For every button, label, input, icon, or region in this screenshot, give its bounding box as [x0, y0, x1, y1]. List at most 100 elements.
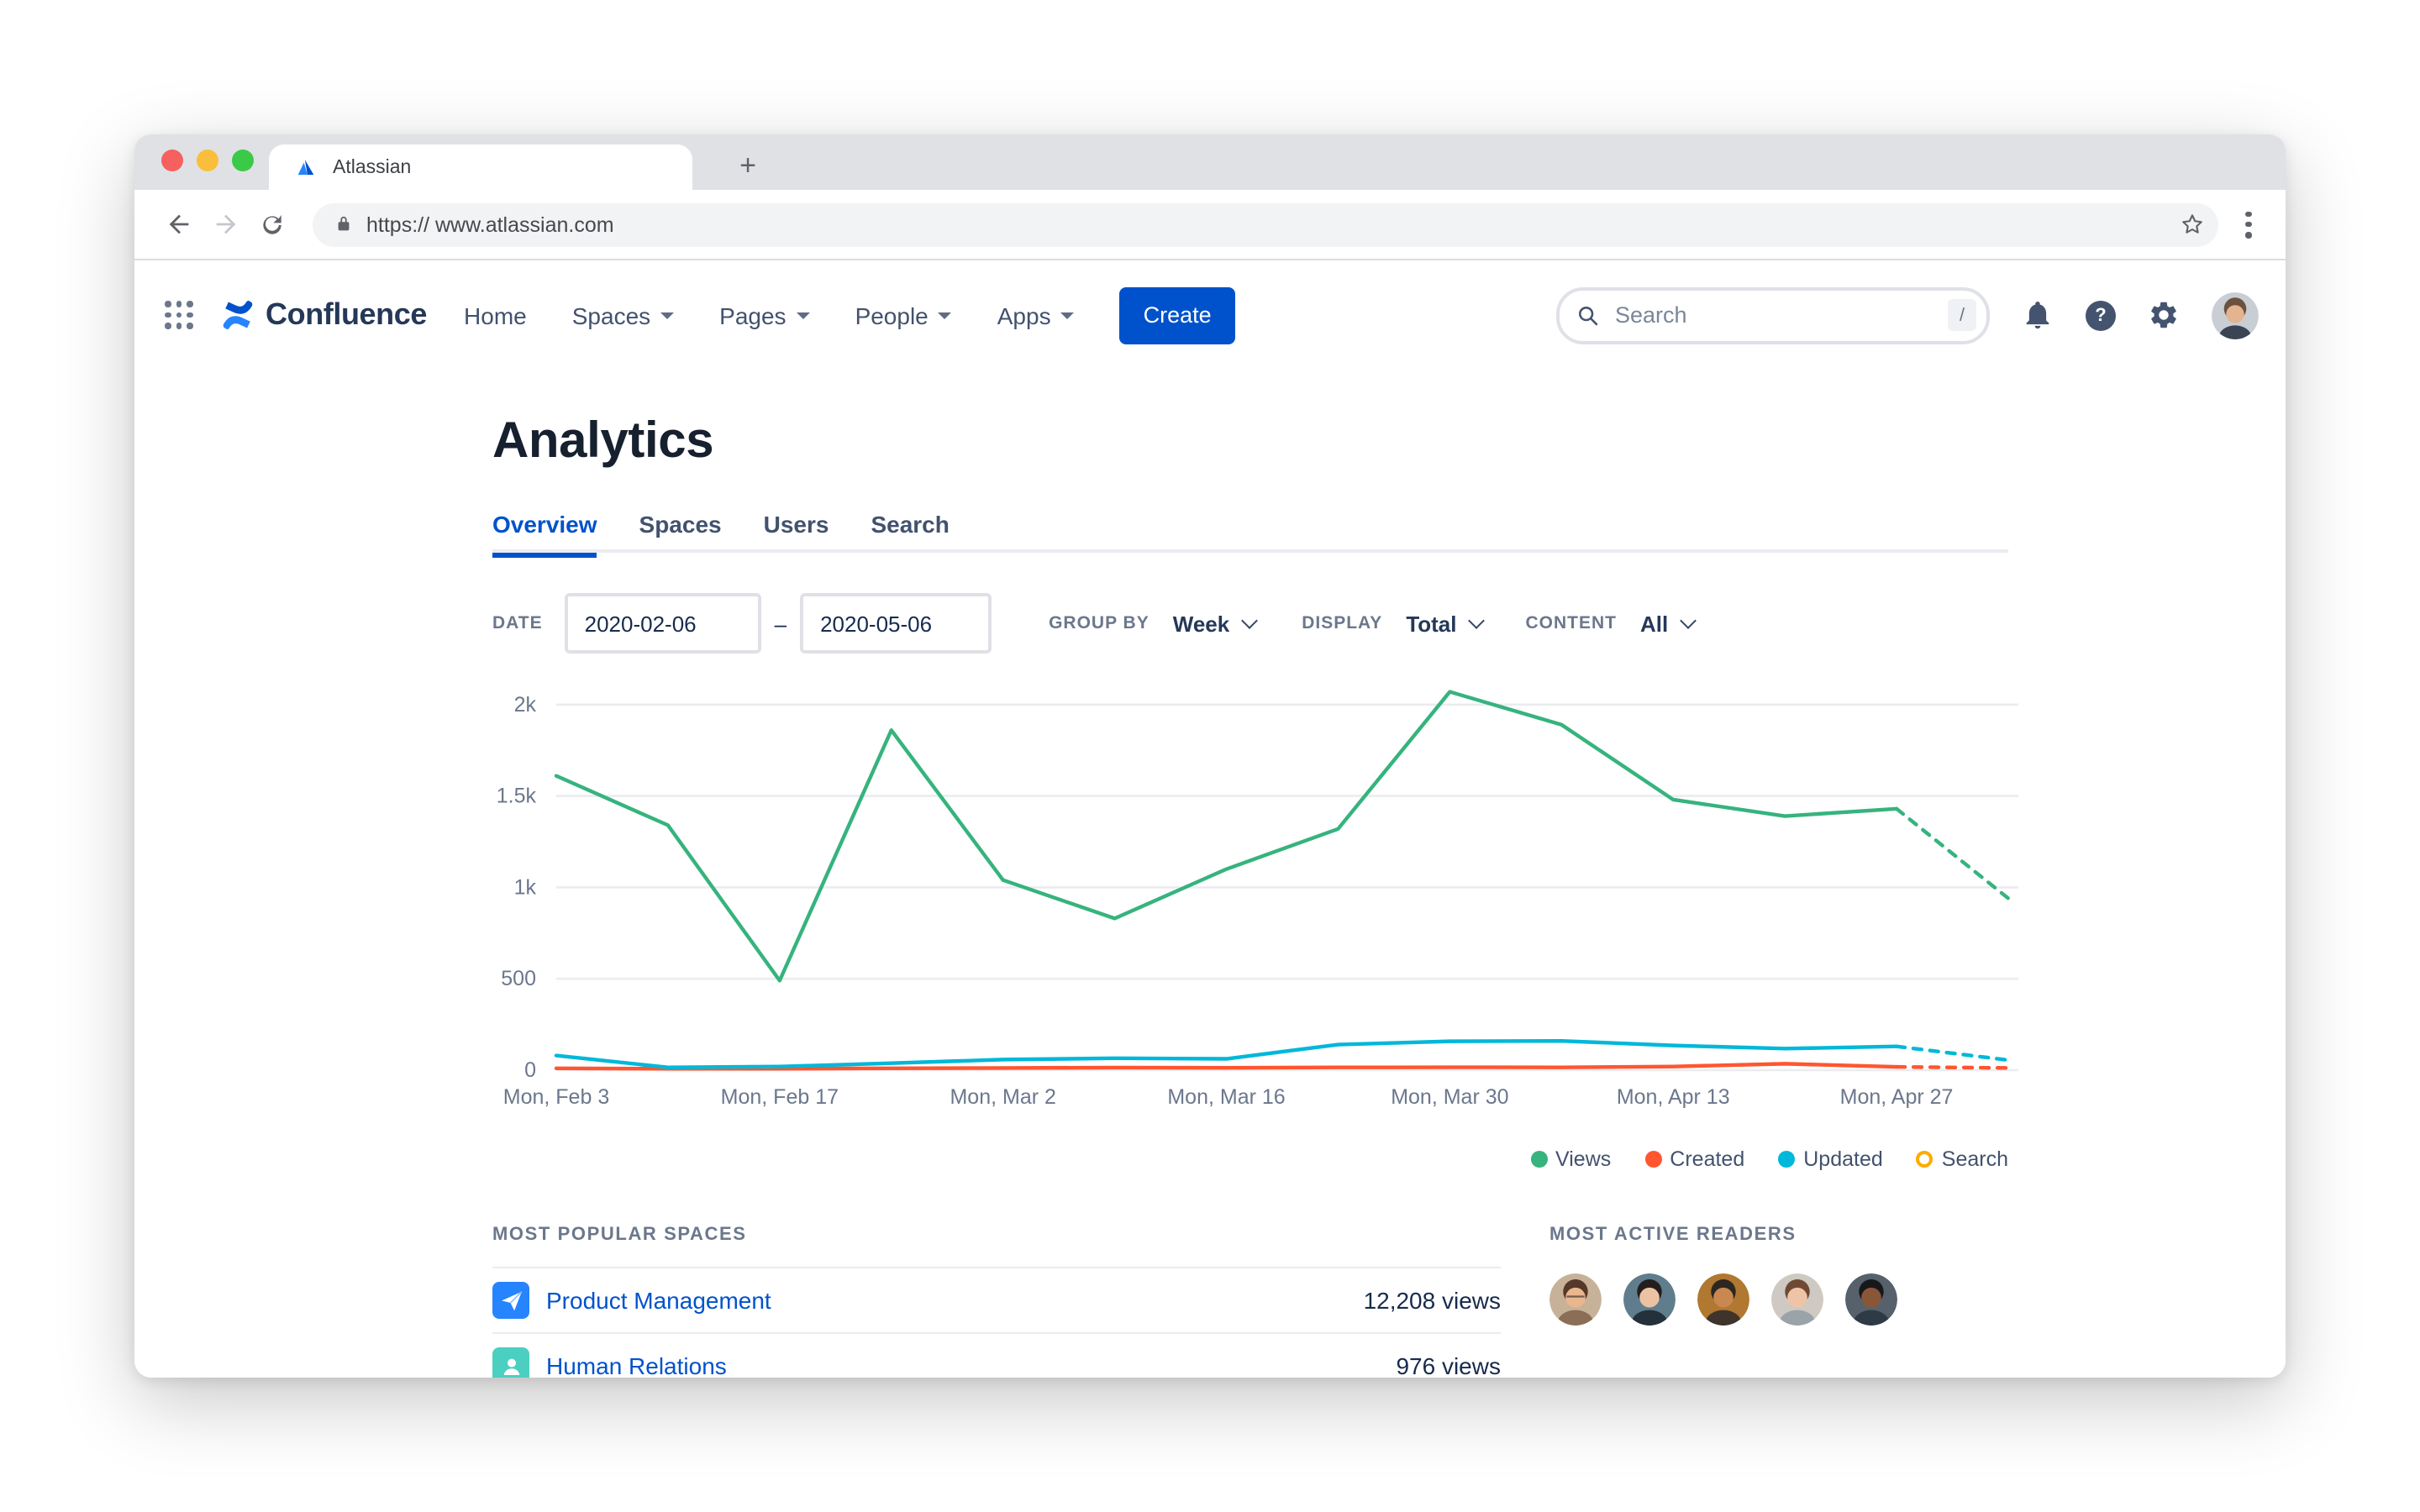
svg-text:Mon, Mar 30: Mon, Mar 30 [1391, 1085, 1508, 1109]
series-views [554, 690, 1899, 983]
back-button[interactable] [155, 201, 202, 248]
help-icon[interactable]: ? [2086, 300, 2116, 330]
space-link[interactable]: Human Relations [546, 1352, 727, 1378]
url-text: https:// www.atlassian.com [366, 213, 614, 236]
minimize-window-button[interactable] [197, 150, 218, 171]
search-icon [1579, 306, 1598, 325]
svg-text:2k: 2k [514, 693, 537, 717]
browser-tab-atlassian[interactable]: Atlassian [269, 144, 692, 190]
nav-item-apps[interactable]: Apps [997, 302, 1075, 328]
tab-search[interactable]: Search [871, 511, 950, 538]
date-from-input[interactable] [564, 593, 761, 654]
bookmark-star-icon[interactable] [2180, 212, 2205, 237]
reload-button[interactable] [249, 201, 296, 248]
date-to-input[interactable] [800, 593, 992, 654]
popular-spaces-list: Product Management 12,208 views Human Rela… [492, 1267, 1501, 1378]
group-by-dropdown[interactable]: Week [1172, 611, 1258, 636]
user-avatar[interactable] [2212, 291, 2259, 339]
search-input[interactable] [1612, 301, 1936, 329]
confluence-logo[interactable]: Confluence [218, 296, 427, 334]
nav-item-people[interactable]: People [855, 302, 952, 328]
reader-avatar-3[interactable] [1697, 1273, 1749, 1326]
series-updated-forecast-dashed [1894, 1044, 2011, 1063]
tabs-divider [492, 549, 2008, 553]
legend-item-updated[interactable]: Updated [1778, 1147, 1883, 1171]
window-controls [161, 150, 254, 171]
reader-avatar-5[interactable] [1845, 1273, 1897, 1326]
legend-dot-icon [1530, 1151, 1548, 1168]
create-button[interactable]: Create [1119, 286, 1235, 344]
legend-item-views[interactable]: Views [1530, 1147, 1611, 1171]
legend-item-search[interactable]: Search [1916, 1147, 2008, 1171]
filters-bar: DATE – GROUP BY Week DISPLAY Total CONTE… [492, 593, 1697, 654]
display-value: Total [1406, 611, 1457, 636]
app-switcher-icon[interactable] [165, 301, 193, 329]
settings-gear-icon[interactable] [2148, 299, 2180, 331]
zoom-window-button[interactable] [232, 150, 254, 171]
svg-text:500: 500 [501, 967, 536, 990]
legend-item-created[interactable]: Created [1644, 1147, 1744, 1171]
reload-icon [263, 214, 281, 234]
content-dropdown[interactable]: All [1640, 611, 1697, 636]
svg-text:Mon, Mar 2: Mon, Mar 2 [950, 1085, 1055, 1109]
space-icon-paper-plane [492, 1282, 529, 1319]
paper-plane-icon [501, 1290, 522, 1310]
browser-window: Atlassian + [134, 134, 2286, 1378]
tab-spaces[interactable]: Spaces [639, 511, 722, 538]
popular-spaces-heading: MOST POPULAR SPACES [492, 1225, 747, 1245]
back-arrow-icon [168, 214, 188, 234]
svg-text:0: 0 [524, 1058, 536, 1082]
svg-text:Mon, Feb 3: Mon, Feb 3 [503, 1085, 609, 1109]
search-box[interactable]: / [1556, 286, 1990, 344]
legend-dot-icon [1778, 1151, 1796, 1168]
reader-avatar-2[interactable] [1623, 1273, 1676, 1326]
date-range-separator: – [774, 611, 787, 636]
legend-label: Created [1670, 1147, 1745, 1171]
chevron-down-icon [660, 312, 675, 318]
svg-text:Mon, Apr 13: Mon, Apr 13 [1617, 1085, 1730, 1109]
svg-text:Mon, Feb 17: Mon, Feb 17 [721, 1085, 839, 1109]
nav-item-pages[interactable]: Pages [719, 302, 810, 328]
nav-item-home[interactable]: Home [464, 302, 527, 328]
address-bar[interactable]: https:// www.atlassian.com [313, 202, 2218, 246]
new-tab-button[interactable]: + [739, 150, 756, 181]
active-readers-heading: MOST ACTIVE READERS [1549, 1225, 1797, 1245]
space-link[interactable]: Product Management [546, 1287, 771, 1314]
nav-menu: Home Spaces Pages People Apps [464, 302, 1075, 328]
navbar-right: / ? [1556, 286, 2259, 344]
person-icon [502, 1357, 519, 1374]
confluence-mark-icon [223, 300, 253, 330]
analytics-line-chart: 0 500 1k 1.5k 2k Mon, Feb 3 Mon, Feb 17 Mon, Ma… [497, 690, 2018, 1109]
most-active-readers-section: MOST ACTIVE READERS [1549, 1225, 1897, 1326]
browser-menu-button[interactable] [2245, 211, 2252, 238]
close-window-button[interactable] [161, 150, 183, 171]
chevron-down-icon [1467, 612, 1485, 628]
forward-button[interactable] [202, 201, 249, 248]
confluence-wordmark: Confluence [266, 297, 428, 331]
tab-overview[interactable]: Overview [492, 511, 597, 558]
chevron-down-icon [1679, 612, 1697, 628]
nav-item-label: Spaces [571, 302, 651, 328]
group-by-value: Week [1172, 611, 1230, 636]
svg-text:1k: 1k [514, 875, 537, 899]
nav-item-label: Apps [997, 302, 1051, 328]
display-dropdown[interactable]: Total [1406, 611, 1485, 636]
legend-dot-icon [1644, 1151, 1662, 1168]
legend-label: Views [1555, 1147, 1612, 1171]
confluence-navbar: Confluence Home Spaces Pages People Apps Cre… [134, 260, 2286, 370]
reader-avatar-1[interactable] [1549, 1273, 1602, 1326]
tab-users[interactable]: Users [763, 511, 829, 538]
analytics-tabs: Overview Spaces Users Search [492, 511, 950, 558]
reader-avatar-4[interactable] [1771, 1273, 1823, 1326]
page-title: Analytics [492, 413, 714, 469]
series-created-forecast-dashed [1894, 1064, 2011, 1070]
svg-text:Mon, Mar 16: Mon, Mar 16 [1167, 1085, 1285, 1109]
browser-tabstrip: Atlassian + [134, 134, 2286, 190]
notifications-bell-icon[interactable] [2022, 299, 2054, 331]
most-popular-spaces-section: MOST POPULAR SPACES Product Management 12… [492, 1225, 1501, 1378]
nav-item-spaces[interactable]: Spaces [571, 302, 675, 328]
chevron-down-icon [1240, 612, 1258, 628]
series-created [554, 1062, 1899, 1071]
nav-item-label: People [855, 302, 929, 328]
group-by-label: GROUP BY [1049, 613, 1150, 633]
